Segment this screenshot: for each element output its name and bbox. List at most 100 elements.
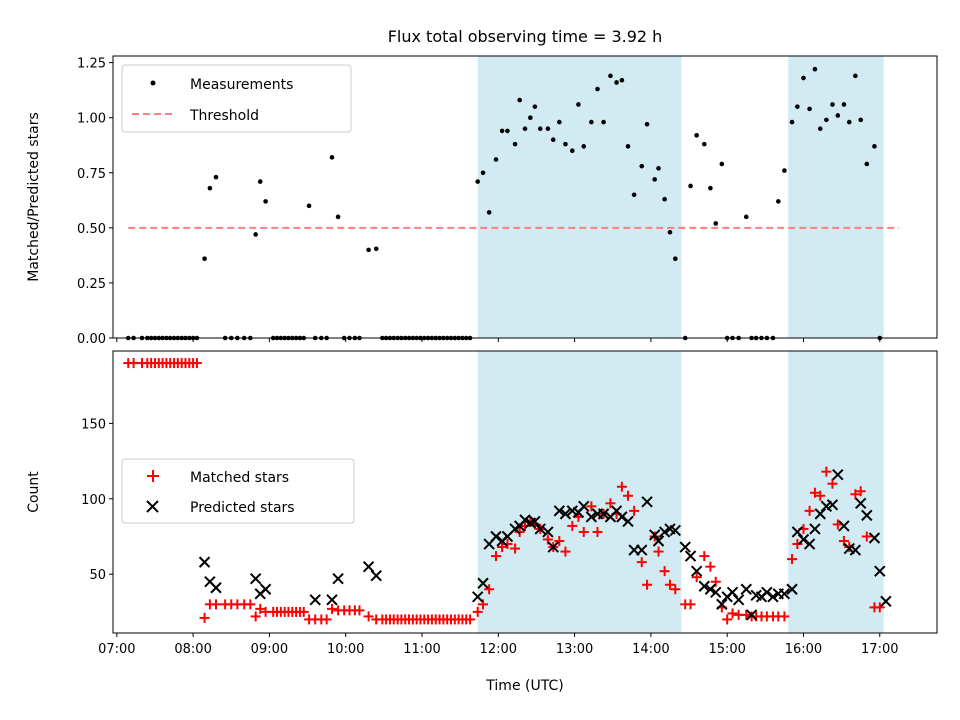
measurements-point [202, 256, 207, 261]
y-tick-label: 1.25 [77, 57, 106, 72]
legend-measurements-marker [150, 80, 156, 86]
x-tick-label: 12:00 [480, 642, 517, 657]
bottom-legend-box [121, 458, 355, 524]
measurements-point [550, 137, 556, 143]
matched-stars-point [560, 546, 571, 557]
measurements-point [517, 97, 522, 103]
top-panel-y-ticks: 0.00 0.25 0.50 0.75 1.00 1.25 [77, 57, 113, 347]
predicted-stars-point-b [249, 573, 262, 585]
matched-stars-point [605, 498, 616, 509]
predicted-stars-point-b [669, 524, 682, 537]
matched-stars-point [642, 579, 653, 590]
predicted-stars-point-b [652, 535, 665, 547]
measurements-point [667, 229, 673, 235]
measurements-point [864, 161, 870, 167]
predicted-stars-point-b [664, 523, 676, 535]
measurements-point [782, 168, 787, 173]
predicted-stars-point [826, 499, 839, 511]
measurements-point [776, 199, 781, 204]
predicted-stars-point-b [658, 526, 671, 538]
predicted-stars-point [362, 560, 375, 573]
predicted-stars-point-b [610, 505, 623, 517]
y-tick-label: 0.50 [77, 222, 106, 237]
matched-stars-point [653, 546, 664, 557]
predicted-stars-point-b [704, 583, 717, 595]
measurements-point [207, 185, 213, 191]
bottom-panel-ylabel: Count [26, 471, 42, 513]
measurements-point [537, 126, 543, 132]
matched-stars-point [592, 526, 603, 537]
predicted-stars-point [726, 586, 739, 598]
measurements-point [263, 199, 268, 204]
predicted-stars-point [716, 598, 728, 611]
matched-stars-point [199, 612, 210, 623]
predicted-stars-point [641, 496, 653, 508]
measurements-point [329, 155, 335, 160]
predicted-stars-point-b [778, 588, 791, 600]
measurements-point [795, 104, 800, 109]
predicted-stars-point [761, 586, 773, 598]
predicted-stars-point [838, 520, 850, 532]
predicted-stars-point-b [732, 594, 745, 606]
matched-stars-point [809, 487, 820, 498]
matched-stars-point [554, 536, 565, 547]
measurements-point [853, 73, 858, 79]
predicted-stars-point-b [791, 526, 804, 538]
y-tick-label: 1.00 [77, 112, 106, 127]
predicted-stars-point-b [547, 541, 559, 553]
predicted-stars-point [559, 508, 572, 520]
predicted-stars-point [732, 594, 745, 606]
matched-stars-point [616, 481, 627, 492]
bottom-panel-x-ticks: 07:00 08:00 09:00 10:00 11:00 12:00 13:00 14:00… [98, 633, 899, 657]
measurements-point [532, 104, 538, 109]
predicted-stars-point-b [843, 542, 855, 555]
predicted-stars-point-b [210, 582, 222, 594]
predicted-stars-point-b [726, 586, 739, 598]
measurements-point [673, 256, 678, 261]
matched-stars-point [664, 579, 675, 590]
predicted-stars-point [490, 530, 502, 543]
measurements-point [708, 185, 713, 191]
matched-stars-point [567, 520, 578, 531]
matched-stars-point [855, 486, 866, 497]
measurements-point [512, 141, 518, 147]
predicted-stars-point-b [832, 468, 844, 481]
predicted-stars-point-b [362, 560, 375, 573]
measurements-point [576, 102, 581, 107]
matched-stars-point [821, 466, 832, 477]
predicted-stars-point [849, 544, 862, 556]
top-panel-ylabel: Matched/Predicted stars [26, 112, 42, 282]
predicted-stars-point [534, 523, 546, 535]
predicted-stars-point [529, 515, 541, 528]
predicted-stars-point-b [874, 565, 886, 577]
bottom-panel: 50 100 150 07:00 08:00 09:00 10:00 11:00 12:00 1… [26, 350, 938, 694]
measurements-point [366, 247, 371, 253]
matched-stars-point [636, 557, 647, 568]
chart-title: Flux total observing time = 3.92 h [388, 27, 663, 46]
matched-stars-point [510, 543, 521, 554]
predicted-stars-point-b [616, 511, 628, 523]
predicted-stars-point-b [710, 586, 722, 598]
measurements-point [335, 214, 341, 220]
measurements-point [801, 75, 806, 81]
measurements-point [656, 166, 661, 171]
predicted-stars-point-b [198, 556, 211, 568]
matched-stars-point [298, 606, 309, 617]
legend-predicted-marker [146, 500, 159, 513]
matched-stars-point [699, 551, 710, 562]
measurements-point [522, 126, 528, 132]
predicted-stars-point-b [490, 530, 502, 543]
predicted-stars-point [477, 577, 489, 589]
measurements-point [652, 177, 658, 182]
matched-stars-point [727, 608, 738, 619]
y-tick-label: 100 [81, 493, 106, 508]
predicted-stars-point [370, 569, 382, 582]
measurements-point [743, 214, 749, 220]
predicted-stars-point-b [622, 515, 634, 528]
predicted-stars-point-b [679, 541, 691, 553]
matched-stars-point [211, 599, 221, 610]
predicted-stars-point-b [684, 550, 697, 562]
predicted-stars-point [854, 497, 867, 510]
matched-stars-point [787, 554, 798, 565]
matched-stars-point [514, 526, 525, 537]
